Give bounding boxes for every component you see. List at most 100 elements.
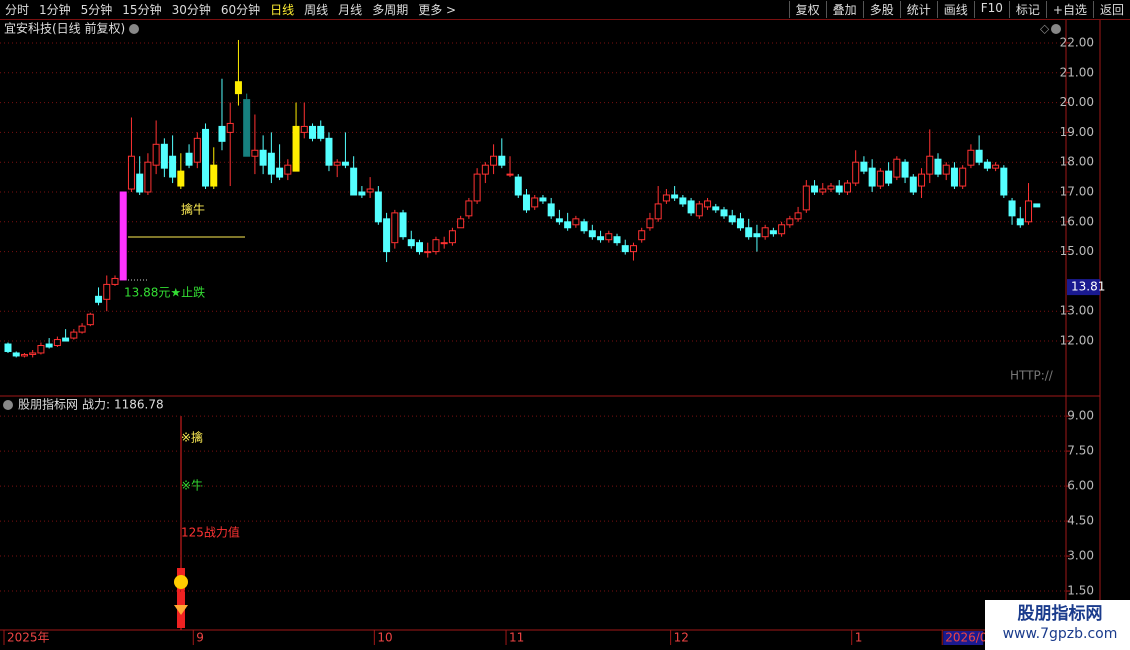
y-tick-label: 1.50 — [1067, 584, 1094, 598]
toolbar-button[interactable]: 30分钟 — [171, 3, 211, 17]
stock-title: 宜安科技(日线 前复权) — [4, 21, 125, 36]
toolbar-button[interactable]: 标记 — [1008, 1, 1046, 18]
candle-body — [835, 185, 843, 193]
toolbar-button[interactable]: 分时 — [5, 3, 30, 17]
toolbar-button[interactable]: 更多 > — [418, 3, 457, 17]
candle-body — [366, 188, 374, 193]
x-tick-label: 1 — [855, 631, 863, 645]
candle-body — [341, 161, 349, 166]
y-tick-label: 9.00 — [1067, 409, 1094, 423]
candle-body — [531, 197, 539, 208]
candle-body — [202, 128, 210, 187]
toolbar-button[interactable]: 1分钟 — [39, 3, 71, 17]
background — [0, 20, 1130, 650]
y-tick-label: 6.00 — [1067, 479, 1094, 493]
candle-body — [992, 164, 1000, 169]
toolbar-button[interactable]: 叠加 — [825, 1, 863, 18]
toolbar-button[interactable]: 返回 — [1092, 1, 1130, 18]
toolbar-button[interactable]: 多周期 — [372, 3, 409, 17]
candle-body — [1016, 218, 1024, 226]
candle-body — [234, 81, 242, 95]
toolbar-button[interactable]: 60分钟 — [220, 3, 261, 17]
x-tick-label: 2025年 — [7, 631, 50, 645]
candle-body — [457, 218, 465, 229]
candle-body — [226, 122, 234, 133]
candle-body — [728, 215, 736, 223]
candle-body — [317, 125, 325, 139]
candle-body — [580, 221, 588, 232]
candle-body — [588, 230, 596, 238]
toolbar-button[interactable]: 复权 — [788, 1, 826, 18]
y-tick-label: 16.00 — [1060, 214, 1094, 228]
candle-body — [753, 233, 761, 238]
candle-body — [424, 251, 432, 254]
candle-body — [942, 164, 950, 175]
candle-body — [506, 173, 514, 176]
candle-body — [432, 239, 440, 253]
toolbar-button[interactable]: 日线 — [270, 3, 295, 17]
candle-body — [885, 170, 893, 184]
dropdown-icon[interactable] — [3, 400, 13, 410]
toolbar-button[interactable]: 画线 — [936, 1, 974, 18]
candle-body — [514, 176, 522, 196]
dropdown-icon[interactable] — [1051, 24, 1061, 34]
candle-body — [333, 161, 341, 166]
icon[interactable]: ◇ — [1040, 22, 1050, 36]
candle-body — [210, 164, 218, 187]
y-tick-label: 20.00 — [1060, 95, 1094, 109]
candle-body — [959, 167, 967, 187]
signal-bar — [177, 568, 185, 628]
indicator-value-name: 战力: — [82, 398, 110, 412]
candle-body — [555, 218, 563, 223]
toolbar-button[interactable]: 5分钟 — [80, 3, 113, 17]
candle-body — [621, 245, 629, 253]
candle-body — [720, 209, 728, 217]
candle-body — [926, 155, 934, 175]
y-tick-label: 19.00 — [1060, 125, 1094, 139]
toolbar-button[interactable]: 15分钟 — [122, 3, 162, 17]
candle-body — [597, 236, 605, 241]
smiley-icon — [174, 575, 188, 589]
last-price-box — [1067, 279, 1100, 296]
toolbar-button[interactable]: 月线 — [338, 3, 363, 17]
diamond-icon — [174, 605, 188, 615]
candle-body — [1025, 200, 1033, 223]
candle-body — [284, 164, 292, 175]
candle-body — [712, 206, 720, 211]
candle-body — [169, 155, 177, 178]
candle-body — [251, 149, 259, 157]
candle-body — [695, 203, 703, 217]
toolbar-button[interactable]: +自选 — [1045, 1, 1093, 18]
candle-body — [374, 191, 382, 223]
watermark: 股朋指标网 — [1018, 603, 1103, 624]
candle-body — [1000, 167, 1008, 196]
x-tick-label: 10 — [377, 631, 392, 645]
toolbar-button[interactable]: 周线 — [304, 3, 329, 17]
candle-body — [300, 125, 308, 133]
candle-body — [448, 230, 456, 244]
y-tick-label: 13.00 — [1060, 304, 1094, 318]
toolbar-button[interactable]: 多股 — [862, 1, 900, 18]
toolbar-button[interactable]: 统计 — [899, 1, 937, 18]
candle-body — [646, 218, 654, 229]
candle-body — [95, 295, 103, 303]
candle-body — [522, 194, 530, 211]
candle-body — [893, 158, 901, 178]
candle-body — [802, 185, 810, 211]
candle-body — [1033, 203, 1041, 208]
dropdown-icon[interactable] — [129, 24, 139, 34]
candle-body — [852, 161, 860, 184]
candle-body — [679, 197, 687, 205]
candle-body — [103, 283, 111, 300]
candle-body — [975, 149, 983, 163]
candle-body — [473, 173, 481, 202]
candle-body — [152, 143, 160, 166]
candle-body — [70, 331, 78, 339]
candle-body — [193, 137, 201, 163]
candle-body — [127, 155, 135, 190]
candle-body — [399, 212, 407, 238]
candle-body — [309, 125, 317, 139]
candle-body — [12, 352, 20, 357]
candle-body — [416, 242, 423, 253]
toolbar-button[interactable]: F10 — [973, 1, 1009, 18]
